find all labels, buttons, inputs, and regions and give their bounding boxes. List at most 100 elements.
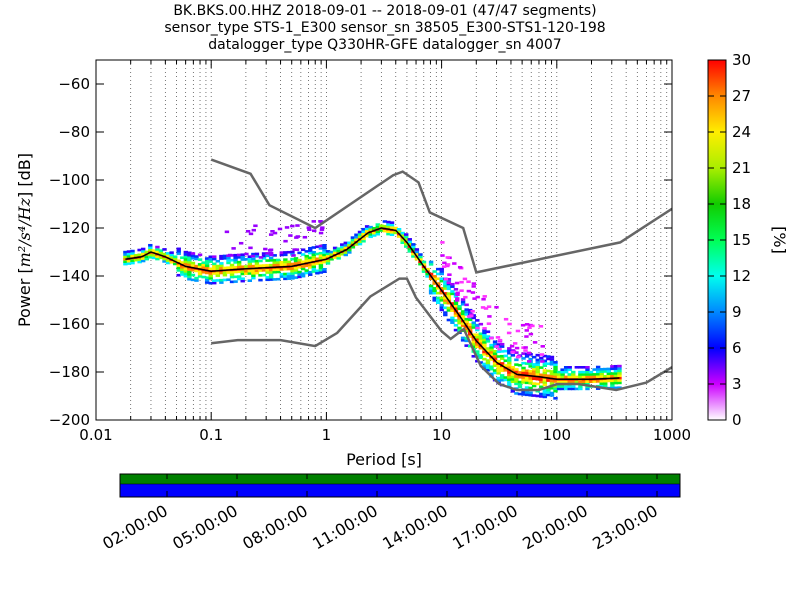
heatmap-cell — [233, 275, 238, 279]
heatmap-cell — [204, 262, 210, 265]
heatmap-cell — [276, 261, 281, 264]
heatmap-cell — [130, 254, 135, 258]
heatmap-cell — [176, 264, 181, 267]
heatmap-cell — [137, 253, 142, 257]
heatmap-cell — [357, 242, 363, 246]
heatmap-cell — [613, 386, 619, 390]
heatmap-cell — [283, 267, 288, 271]
heatmap-cell — [229, 258, 235, 262]
heatmap-cell — [183, 267, 189, 271]
heatmap-cell — [460, 302, 466, 306]
heatmap-cell — [588, 370, 594, 374]
heatmap-cell — [315, 245, 320, 249]
heatmap-cell — [172, 257, 178, 261]
heatmap-cell — [133, 258, 139, 262]
heatmap-cell — [482, 331, 487, 335]
heatmap-cell — [441, 265, 447, 268]
heatmap-cell — [247, 264, 253, 268]
noise-model-lines — [125, 158, 672, 392]
heatmap-cell — [155, 255, 160, 258]
heatmap-cell — [499, 366, 505, 370]
heatmap-cell — [482, 343, 487, 347]
heatmap-cell — [486, 305, 492, 309]
heatmap-cell — [489, 353, 494, 357]
heatmap-cell — [542, 383, 548, 387]
heatmap-cell — [183, 258, 189, 261]
heatmap-cell — [524, 335, 529, 338]
heatmap-cell — [556, 380, 562, 383]
heatmap-cell — [492, 340, 498, 344]
heatmap-cell — [510, 390, 516, 393]
heatmap-cell — [212, 267, 217, 270]
heatmap-cell — [293, 257, 299, 260]
heatmap-cell — [446, 281, 451, 285]
heatmap-cell — [485, 349, 491, 353]
heatmap-cell — [187, 275, 192, 279]
heatmap-cell — [603, 375, 608, 378]
heatmap-cell — [464, 337, 469, 340]
heatmap-cell — [531, 382, 537, 385]
heatmap-cell — [435, 267, 441, 271]
heatmap-cell — [574, 375, 580, 379]
heatmap-cell — [471, 354, 476, 358]
heatmap-cell — [528, 393, 533, 397]
heatmap-cell — [261, 264, 267, 267]
heatmap-cell — [485, 330, 491, 334]
heatmap-cell — [407, 250, 412, 253]
colorbar-tick-label: 0 — [732, 411, 742, 429]
heatmap-cell — [617, 364, 622, 368]
heatmap-cell — [567, 380, 572, 383]
heatmap-cell — [610, 384, 615, 387]
heatmap-cell — [553, 397, 558, 400]
heatmap-cell — [563, 370, 569, 374]
heatmap-cell — [457, 319, 462, 323]
heatmap-cell — [482, 353, 487, 356]
heatmap-cell — [546, 379, 551, 382]
heatmap-cell — [535, 373, 540, 376]
heatmap-cell — [603, 379, 608, 383]
heatmap-cell — [361, 239, 366, 243]
heatmap-cell — [507, 351, 512, 355]
heatmap-cell — [475, 333, 480, 337]
heatmap-cell — [503, 317, 509, 321]
colorbar-label: [%] — [770, 226, 789, 254]
heatmap-cell — [585, 382, 590, 386]
heatmap-cell — [467, 332, 473, 336]
heatmap-cell — [268, 268, 274, 272]
heatmap-cell — [254, 264, 260, 268]
heatmap-cell — [443, 301, 448, 305]
heatmap-cell — [318, 231, 324, 235]
heatmap-cell — [549, 355, 555, 359]
heatmap-cell — [496, 369, 501, 373]
heatmap-cell — [254, 255, 260, 258]
heatmap-cell — [435, 272, 441, 276]
heatmap-cell — [361, 237, 366, 241]
heatmap-cell — [400, 241, 405, 245]
heatmap-cell — [549, 391, 555, 395]
heatmap-cell — [311, 258, 316, 261]
heatmap-cell — [443, 277, 449, 281]
heatmap-cell — [318, 251, 324, 255]
heatmap-cell — [475, 338, 480, 341]
heatmap-cell — [190, 256, 196, 260]
heatmap-cell — [290, 262, 295, 266]
heatmap-cell — [311, 270, 316, 273]
heatmap-cell — [407, 238, 412, 241]
heatmap-cell — [283, 272, 288, 276]
heatmap-cell — [496, 355, 501, 358]
heatmap-cell — [130, 252, 135, 255]
heatmap-cell — [165, 261, 171, 265]
heatmap-cell — [517, 371, 523, 374]
heatmap-cell — [236, 253, 242, 257]
heatmap-cell — [560, 375, 565, 379]
heatmap-cell — [272, 254, 277, 257]
heatmap-cell — [507, 347, 512, 350]
heatmap-cell — [455, 291, 460, 295]
heatmap-cell — [549, 362, 555, 366]
heatmap-cell — [514, 370, 519, 374]
heatmap-cell — [238, 241, 244, 245]
heatmap-cell — [510, 368, 516, 372]
heatmap-cell — [578, 370, 583, 374]
heatmap-cell — [236, 260, 242, 264]
heatmap-cell — [201, 261, 206, 264]
